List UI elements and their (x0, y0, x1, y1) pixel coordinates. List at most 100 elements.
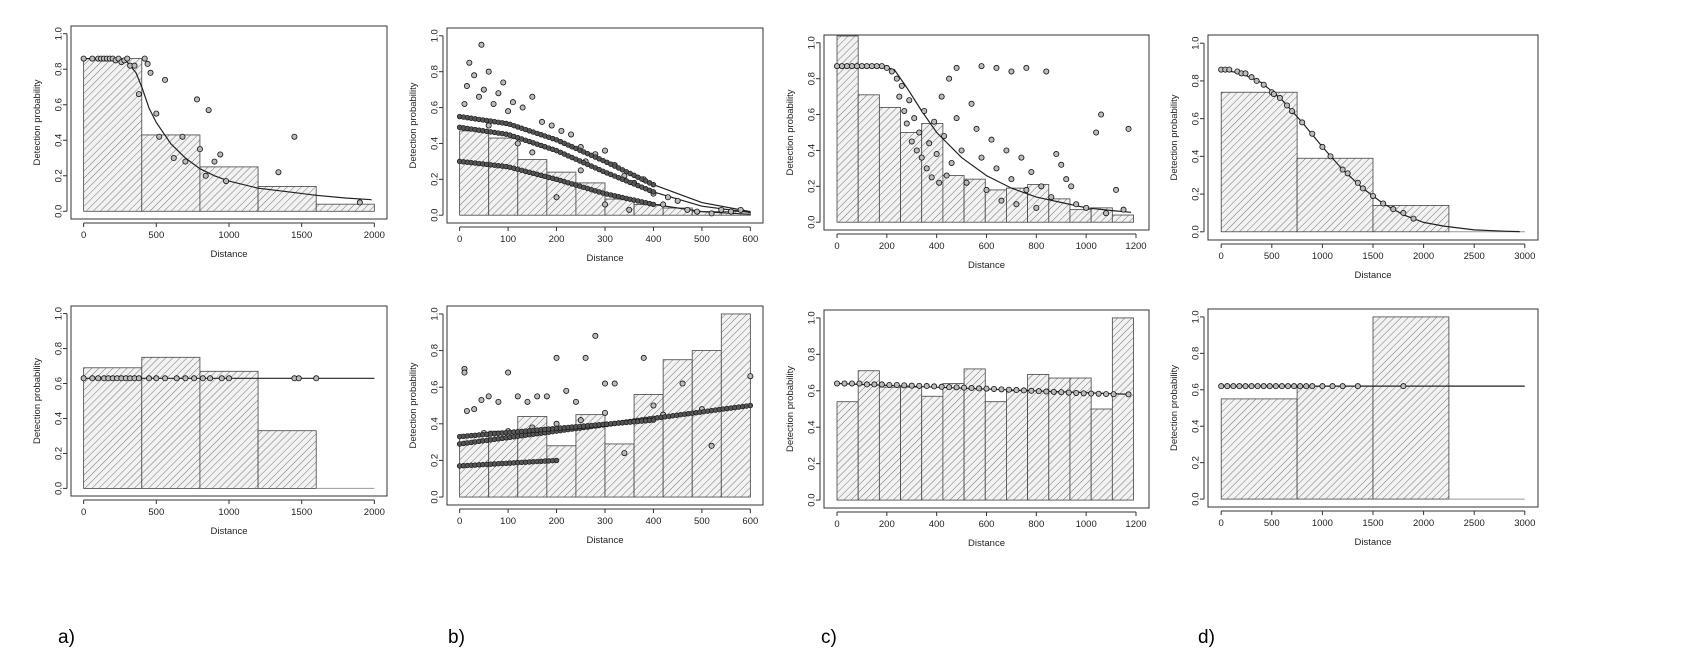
x-tick-label: 2000 (1413, 251, 1434, 262)
data-point (602, 147, 609, 154)
x-tick-label: 0 (834, 519, 839, 530)
data-point (993, 64, 1000, 71)
data-point (505, 369, 512, 376)
data-point (1284, 383, 1291, 390)
data-point (834, 380, 841, 387)
x-axis-label: Distance (968, 538, 1005, 549)
x-tick-label: 3000 (1514, 518, 1535, 529)
x-axis-label: Distance (211, 249, 248, 260)
data-point (602, 201, 609, 208)
y-tick-label: 0.2 (429, 454, 440, 467)
data-point (679, 380, 686, 387)
y-tick-label: 0.0 (429, 490, 440, 503)
data-point (948, 159, 955, 166)
data-point (480, 86, 487, 93)
plot-frame (70, 25, 388, 220)
data-point (135, 91, 142, 98)
y-tick-label: 0.6 (53, 98, 64, 111)
data-point (838, 63, 845, 70)
data-point (650, 182, 657, 188)
data-point (563, 387, 570, 394)
data-point (1023, 186, 1030, 193)
data-point (1254, 383, 1261, 390)
y-tick-label: 0.0 (1190, 492, 1201, 505)
y-tick-label: 1.0 (429, 307, 440, 320)
x-tick-label: 1000 (218, 507, 239, 518)
histogram-bar (878, 386, 901, 501)
data-point (888, 68, 895, 75)
y-tick-label: 0.4 (806, 421, 817, 434)
data-point (843, 63, 850, 70)
data-point (834, 63, 841, 70)
x-tick-label: 800 (1028, 519, 1044, 530)
data-point (80, 375, 87, 382)
histogram-bar (857, 370, 880, 501)
data-point (529, 93, 536, 100)
data-point (495, 398, 502, 405)
data-point (841, 380, 848, 387)
x-axis-label: Distance (1355, 270, 1392, 281)
data-point (650, 417, 657, 423)
x-tick-label: 1200 (1125, 519, 1146, 530)
data-point (1400, 209, 1407, 216)
data-point (471, 72, 478, 79)
data-point (553, 354, 560, 361)
histogram-bar (1048, 377, 1071, 501)
x-tick-label: 1500 (291, 230, 312, 241)
data-point (131, 62, 138, 69)
data-point (466, 59, 473, 66)
data-point (868, 63, 875, 70)
x-tick-label: 3000 (1514, 251, 1535, 262)
x-tick-label: 600 (979, 519, 995, 530)
data-point (1359, 185, 1366, 192)
data-point (938, 383, 945, 390)
plot-frame (1207, 34, 1539, 241)
data-point (1063, 176, 1070, 183)
y-tick-label: 0.2 (53, 169, 64, 182)
data-point (211, 158, 218, 165)
data-point (135, 375, 142, 382)
data-point (1309, 130, 1316, 137)
data-point (998, 197, 1005, 204)
histogram-bar (1296, 157, 1374, 233)
data-point (577, 167, 584, 174)
y-tick-label: 0.8 (806, 348, 817, 361)
y-tick-label: 0.6 (806, 108, 817, 121)
data-point (901, 107, 908, 114)
y-tick-label: 0.8 (806, 72, 817, 85)
data-point (871, 381, 878, 388)
data-point (1110, 391, 1117, 398)
data-point (1013, 201, 1020, 208)
x-tick-label: 1500 (291, 507, 312, 518)
data-point (141, 55, 148, 62)
data-point (1033, 204, 1040, 211)
data-point (936, 179, 943, 186)
data-point (153, 375, 160, 382)
data-point (946, 75, 953, 82)
data-point (650, 189, 657, 195)
data-point (199, 375, 206, 382)
data-point (291, 133, 298, 140)
data-point (1329, 383, 1336, 390)
data-point (146, 375, 153, 382)
data-point (89, 375, 96, 382)
data-point (602, 380, 609, 387)
data-point (1327, 153, 1334, 160)
x-tick-label: 100 (500, 516, 516, 527)
x-tick-label: 600 (979, 241, 995, 252)
data-point (1073, 201, 1080, 208)
data-point (1303, 383, 1310, 390)
y-tick-label: 0.4 (53, 134, 64, 147)
data-point (918, 154, 925, 161)
histogram-bar (1069, 377, 1092, 501)
data-point (534, 393, 541, 400)
data-point (650, 201, 657, 208)
data-point (1103, 391, 1110, 398)
data-point (476, 93, 483, 100)
data-point (856, 380, 863, 387)
histogram-bar (1372, 316, 1450, 500)
histogram-bar (83, 367, 143, 489)
data-point (916, 129, 923, 136)
data-point (478, 41, 485, 48)
data-point (664, 194, 671, 201)
